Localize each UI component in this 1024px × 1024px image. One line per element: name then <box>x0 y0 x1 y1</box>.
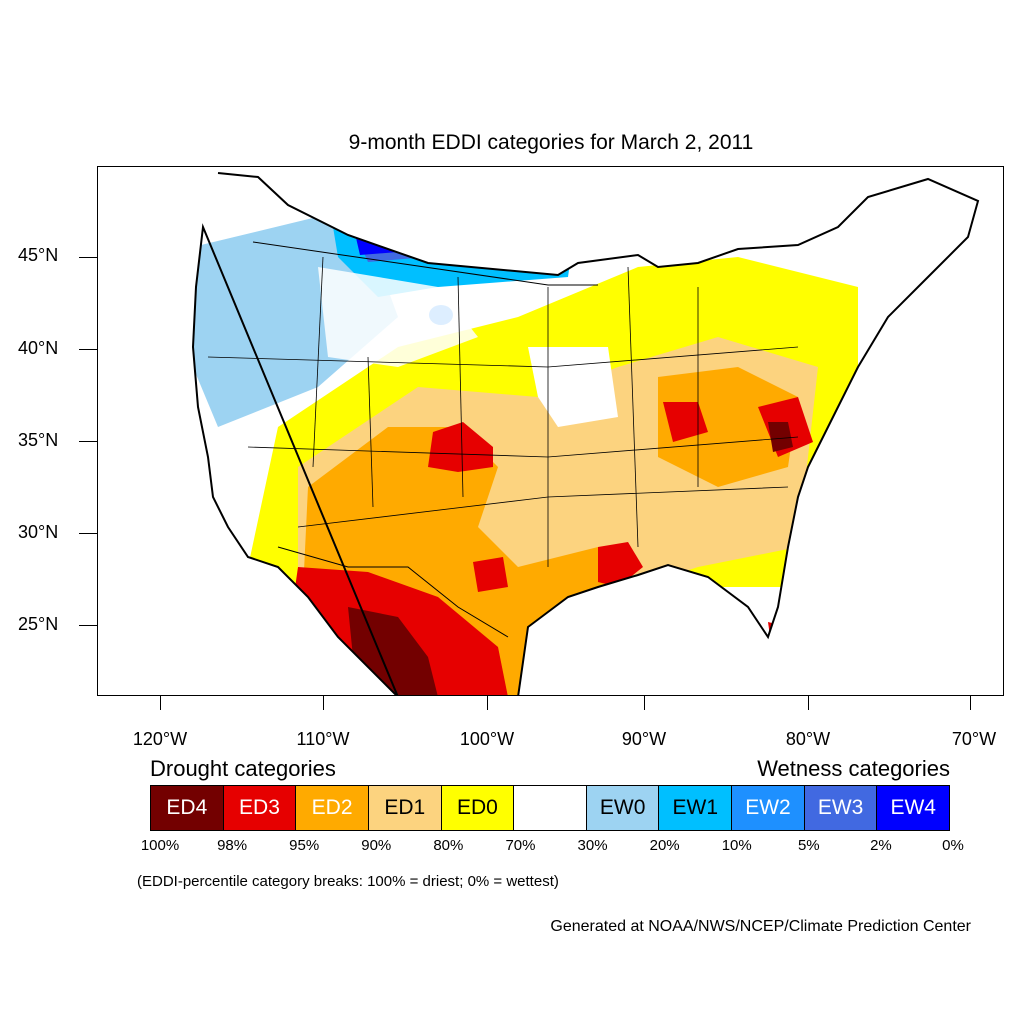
legend-swatch-ew4: EW4 <box>877 786 950 830</box>
near-normal-zone-2 <box>318 267 478 367</box>
percent-break-label: 98% <box>217 837 248 854</box>
map-canvas <box>191 172 980 695</box>
mexico-border <box>277 546 509 638</box>
ed3-zone-midwest <box>663 402 708 442</box>
lon-tick <box>808 696 809 710</box>
legend-swatch-near-normal <box>514 786 587 830</box>
ed2-zone-east <box>658 367 798 487</box>
legend-swatch-ed1: ED1 <box>368 786 442 830</box>
lat-tick <box>79 625 97 626</box>
legend-swatch-ew0: EW0 <box>586 786 660 830</box>
lat-tick <box>79 533 97 534</box>
lat-label-25: 25°N <box>18 614 59 634</box>
credit-line: Generated at NOAA/NWS/NCEP/Climate Predi… <box>550 918 971 935</box>
percent-break-label: 5% <box>797 837 820 854</box>
lon-label-80: 80°W <box>785 729 831 749</box>
lon-label-90: 90°W <box>621 729 667 749</box>
percent-break-label: 100% <box>140 837 180 854</box>
legend-swatch-ew2: EW2 <box>732 786 805 830</box>
category-note: (EDDI-percentile category breaks: 100% =… <box>137 873 559 890</box>
percent-break-label: 20% <box>649 837 680 854</box>
lon-tick <box>487 696 488 710</box>
lon-tick <box>644 696 645 710</box>
lon-tick <box>160 696 161 710</box>
coastline <box>191 172 980 695</box>
lat-tick <box>79 349 97 350</box>
lat-label-35: 35°N <box>18 430 59 450</box>
lat-tick <box>79 441 97 442</box>
legend-swatch-ew1: EW1 <box>659 786 733 830</box>
legend-swatch-ed3: ED3 <box>223 786 297 830</box>
ed3-zone-plains <box>428 422 493 472</box>
lat-label-45: 45°N <box>18 245 59 265</box>
percent-break-label: 2% <box>870 837 892 854</box>
percent-break-label: 10% <box>721 837 752 854</box>
state-borders <box>207 256 799 567</box>
percent-break-label: 95% <box>289 837 320 854</box>
category-legend: ED4 ED3 ED2 ED1 ED0 EW0 EW1 EW2 EW3 EW4 <box>150 785 950 831</box>
percent-break-label: 70% <box>505 837 536 854</box>
lon-label-120: 120°W <box>132 729 188 749</box>
lon-label-100: 100°W <box>459 729 515 749</box>
lon-tick <box>970 696 971 710</box>
percent-break-label: 30% <box>577 837 608 854</box>
lat-label-30: 30°N <box>18 522 59 542</box>
canada-border <box>252 241 598 286</box>
legend-swatch-ed4: ED4 <box>151 786 224 830</box>
lat-tick <box>79 257 97 258</box>
ed3-zone-gulf <box>598 542 643 587</box>
lon-label-110: 110°W <box>296 729 350 749</box>
drought-heading: Drought categories <box>150 756 336 781</box>
legend-swatch-ew3: EW3 <box>804 786 878 830</box>
legend-swatch-ed0: ED0 <box>441 786 515 830</box>
map-title: 9-month EDDI categories for March 2, 201… <box>348 131 754 154</box>
lon-label-70: 70°W <box>951 729 997 749</box>
ed4-zone-east <box>768 422 793 452</box>
lat-label-40: 40°N <box>18 338 59 358</box>
wetness-heading: Wetness categories <box>757 756 950 781</box>
percent-break-label: 80% <box>433 837 464 854</box>
percent-break-label: 0% <box>942 837 964 854</box>
eddi-map <box>97 166 1004 696</box>
percent-break-label: 90% <box>361 837 392 854</box>
ed3-zone-texas <box>473 557 508 592</box>
lon-tick <box>323 696 324 710</box>
legend-swatch-ed2: ED2 <box>296 786 369 830</box>
